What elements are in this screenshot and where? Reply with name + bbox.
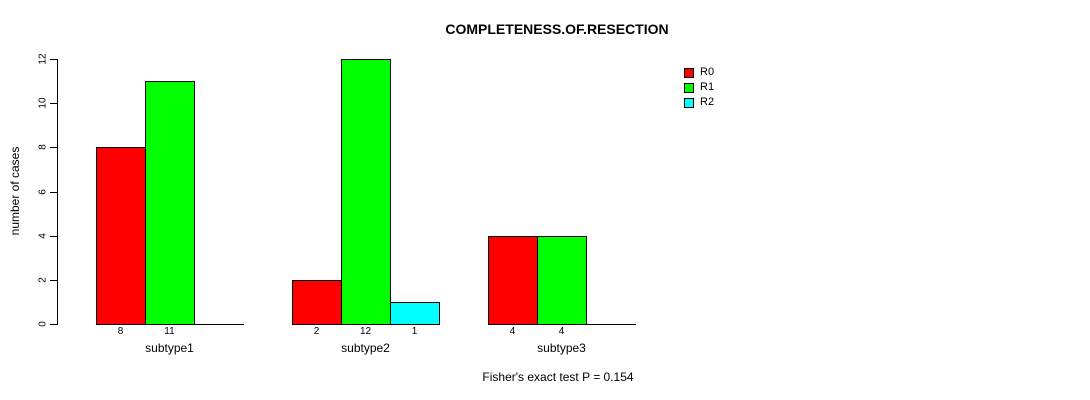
legend-swatch-icon: [684, 67, 694, 78]
bar-value-label: 12: [359, 326, 372, 337]
annotation-fisher-test: Fisher's exact test P = 0.154: [482, 370, 634, 384]
y-axis-line: [57, 59, 58, 325]
legend-item-r2: R2: [684, 95, 714, 110]
y-tick-mark: [50, 324, 57, 325]
bar-value-label: 11: [164, 326, 175, 337]
legend-item-r0: R0: [684, 65, 714, 80]
legend-item-r1: R1: [684, 80, 714, 95]
legend: R0 R1 R2: [684, 65, 714, 110]
y-tick-label: 0: [37, 321, 49, 327]
bar-value-label: 4: [558, 326, 565, 337]
y-tick-label: 12: [37, 53, 49, 65]
y-tick-label: 4: [37, 233, 49, 239]
legend-swatch-icon: [684, 82, 694, 93]
bar-value-label: 8: [117, 326, 124, 337]
y-tick-label: 10: [37, 97, 49, 109]
bar-r0-subtype2: [292, 279, 342, 325]
y-tick-label: 2: [37, 277, 49, 283]
y-tick-mark: [50, 103, 57, 104]
bar-r1-subtype3: [537, 235, 587, 325]
bar-value-label: 1: [411, 326, 418, 337]
legend-label: R0: [700, 66, 715, 78]
y-tick-mark: [50, 280, 57, 281]
bar-r0-subtype1: [96, 147, 146, 325]
bar-r1-subtype1: [145, 81, 195, 325]
category-label-subtype1: subtype1: [145, 341, 194, 355]
y-tick-label: 8: [37, 144, 49, 150]
category-label-subtype3: subtype3: [537, 341, 586, 355]
y-axis-label: number of cases: [8, 146, 22, 236]
y-tick-mark: [50, 192, 57, 193]
legend-label: R1: [700, 81, 715, 93]
y-tick-mark: [50, 147, 57, 148]
bar-r1-subtype2: [341, 59, 391, 325]
legend-swatch-icon: [684, 97, 694, 108]
category-label-subtype2: subtype2: [341, 341, 390, 355]
bar-r0-subtype3: [488, 235, 538, 325]
bar-value-label: 2: [313, 326, 320, 337]
y-tick-label: 6: [37, 189, 49, 195]
chart-title: COMPLETENESS.OF.RESECTION: [445, 21, 669, 37]
bar-value-label: 4: [509, 326, 516, 337]
legend-label: R2: [700, 96, 715, 108]
bar-r2-subtype2: [390, 301, 440, 325]
y-tick-mark: [50, 236, 57, 237]
y-tick-mark: [50, 59, 57, 60]
